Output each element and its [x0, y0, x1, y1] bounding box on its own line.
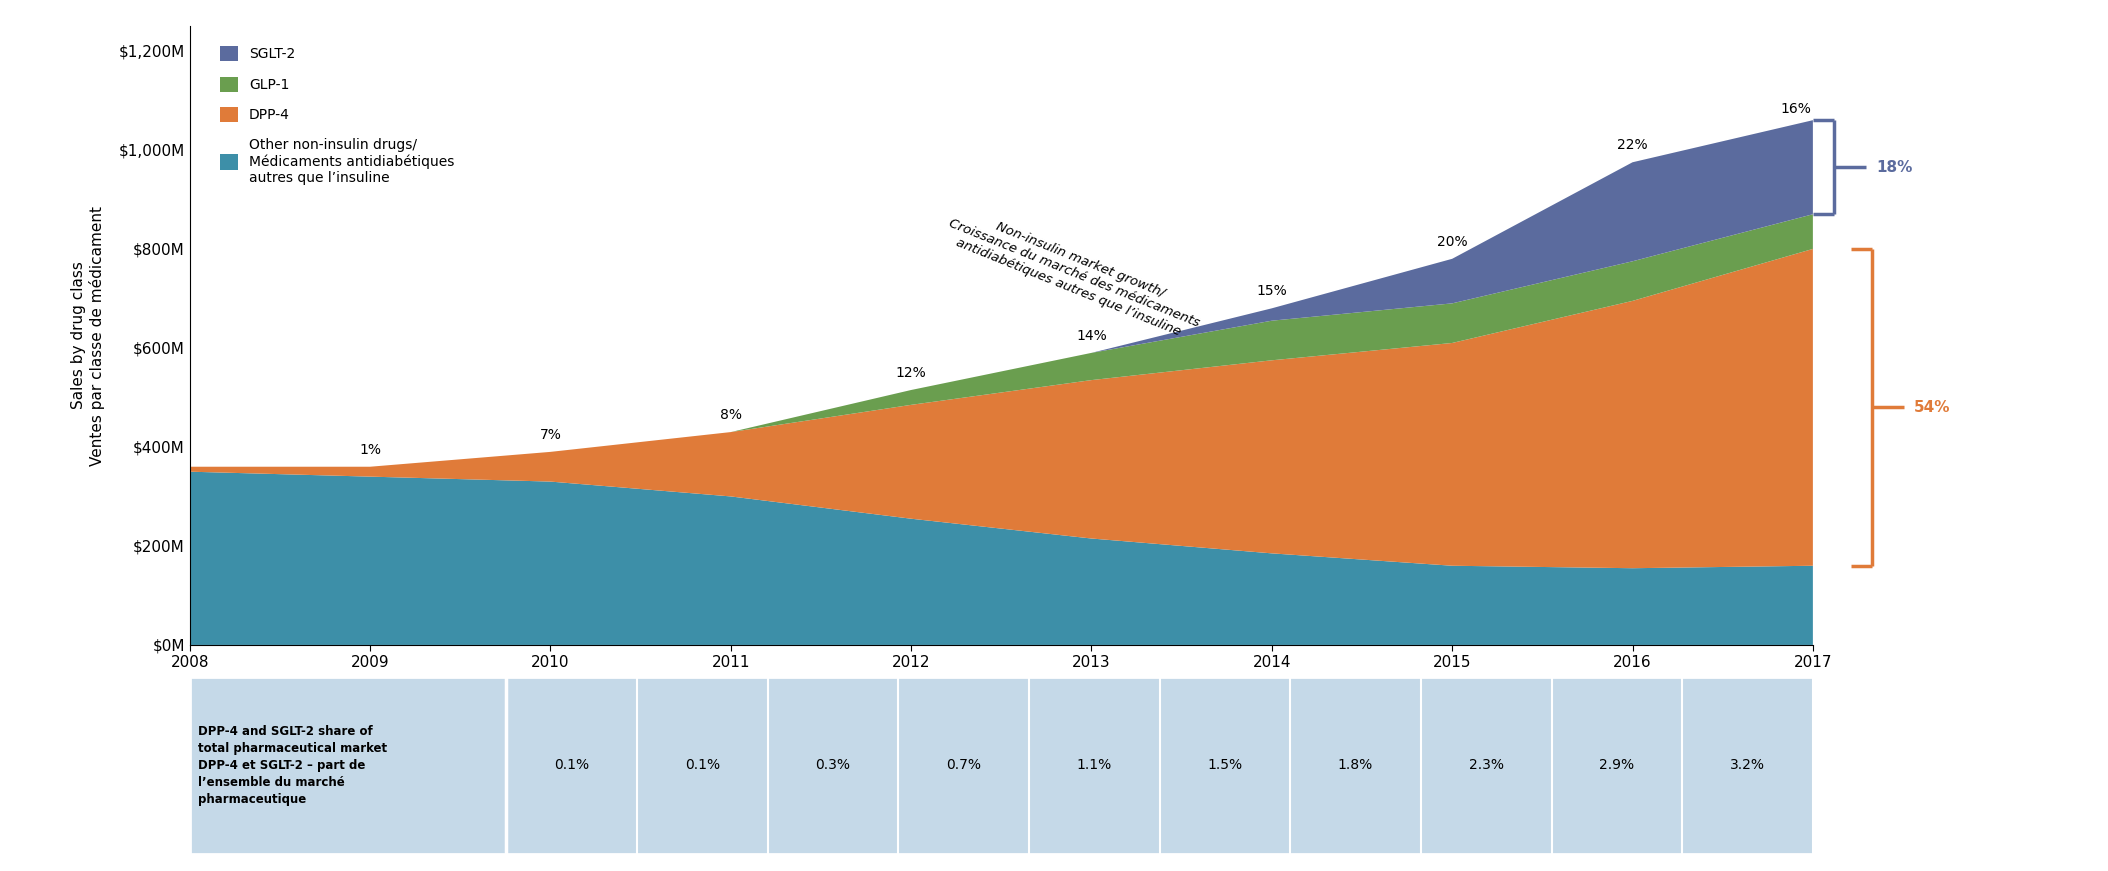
Text: 0.7%: 0.7%: [946, 758, 980, 773]
Text: 14%: 14%: [1075, 329, 1107, 343]
Text: 18%: 18%: [1876, 159, 1912, 175]
Text: 15%: 15%: [1256, 285, 1288, 299]
Text: 8%: 8%: [719, 408, 742, 422]
Text: 0.3%: 0.3%: [816, 758, 850, 773]
Text: 0.1%: 0.1%: [685, 758, 719, 773]
Text: 22%: 22%: [1617, 138, 1648, 152]
Text: 1.5%: 1.5%: [1208, 758, 1242, 773]
Text: 1%: 1%: [358, 442, 382, 456]
Text: 12%: 12%: [896, 366, 928, 380]
Y-axis label: Sales by drug class
Ventes par classe de médicament: Sales by drug class Ventes par classe de…: [72, 206, 105, 465]
Text: 16%: 16%: [1781, 102, 1811, 116]
Text: 54%: 54%: [1914, 400, 1950, 415]
Text: DPP-4 and SGLT-2 share of
total pharmaceutical market
DPP-4 et SGLT-2 – part de
: DPP-4 and SGLT-2 share of total pharmace…: [198, 725, 388, 806]
Text: 7%: 7%: [540, 428, 561, 442]
FancyBboxPatch shape: [190, 677, 1813, 854]
Text: 1.8%: 1.8%: [1339, 758, 1372, 773]
Text: 2.9%: 2.9%: [1600, 758, 1634, 773]
Text: 1.1%: 1.1%: [1077, 758, 1111, 773]
Text: 20%: 20%: [1438, 235, 1467, 249]
Text: Non-insulin market growth/
Croissance du marché des médicaments
antidiabétiques : Non-insulin market growth/ Croissance du…: [942, 203, 1208, 344]
Legend: SGLT-2, GLP-1, DPP-4, Other non-insulin drugs/
Médicaments antidiabétiques
autre: SGLT-2, GLP-1, DPP-4, Other non-insulin …: [213, 39, 462, 192]
Text: 3.2%: 3.2%: [1731, 758, 1764, 773]
Text: 0.1%: 0.1%: [554, 758, 588, 773]
Text: 2.3%: 2.3%: [1469, 758, 1503, 773]
